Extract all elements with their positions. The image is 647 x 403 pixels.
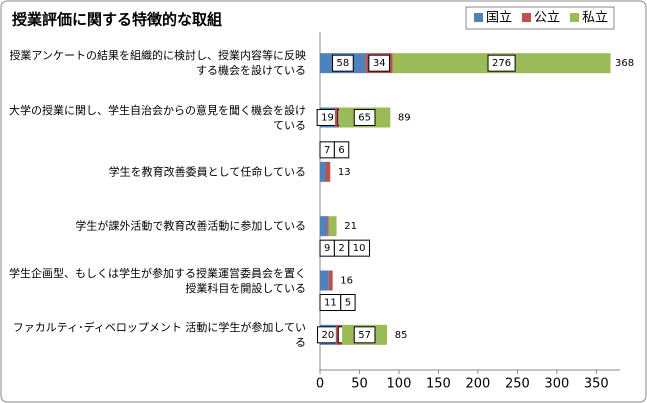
data-label: 58: [337, 58, 350, 69]
legend-swatch: [474, 13, 483, 22]
data-label: 34: [373, 58, 386, 69]
data-label-box: [368, 54, 391, 72]
data-label: 6: [338, 145, 344, 156]
bar-segment: [320, 270, 329, 291]
data-label: 2: [338, 243, 344, 254]
y-tick-label: 大学の授業に関し、学生自治会からの意見を聞く機会を設けている: [9, 103, 306, 132]
data-label: 65: [358, 113, 371, 124]
data-label-box: [333, 141, 350, 159]
data-label: 57: [358, 330, 371, 341]
total-label: 85: [395, 330, 408, 341]
bar-segment: [328, 270, 333, 291]
data-label: 276: [492, 58, 511, 69]
bar-segment: [328, 216, 337, 237]
data-label-box: [340, 294, 356, 311]
data-label-box: [332, 54, 354, 72]
y-tick-label: 学生を教育改善委員として任命している: [108, 165, 306, 179]
total-label: 89: [398, 113, 411, 124]
data-label: 10: [353, 243, 366, 254]
legend-label: 国立: [486, 11, 512, 26]
bar-segment: [327, 216, 329, 237]
data-label: 19: [321, 113, 334, 124]
data-label-box: [353, 109, 376, 126]
data-label-box: [487, 54, 516, 72]
data-label-box: [353, 326, 376, 344]
x-tick-label: 100: [387, 377, 412, 392]
x-tick-label: 150: [426, 377, 451, 392]
data-label: 7: [324, 145, 330, 156]
y-tick-label: 学生企画型、もしくは学生が参加する授業運営委員会を置く授業科目を開設している: [9, 266, 306, 295]
x-tick-label: 350: [584, 377, 609, 392]
data-label: 9: [324, 243, 330, 254]
legend-swatch: [522, 13, 531, 22]
legend-swatch: [570, 13, 579, 22]
legend-label: 公立: [534, 11, 560, 26]
bar-segment: [325, 161, 331, 182]
y-tick-label: 学生が課外活動で教育改善活動に参加している: [75, 219, 306, 233]
total-label: 16: [340, 276, 353, 287]
bar-segment: [335, 107, 339, 128]
x-tick-label: 250: [505, 377, 530, 392]
total-label: 368: [615, 58, 634, 69]
x-tick-label: 200: [465, 377, 490, 392]
data-label: 5: [345, 298, 351, 309]
data-label-box: [348, 239, 370, 257]
x-tick-label: 300: [544, 377, 569, 392]
chart-title: 授業評価に関する特徴的な取組: [12, 11, 222, 29]
total-label: 13: [338, 167, 351, 178]
total-label: 21: [344, 221, 357, 232]
data-label: 20: [322, 330, 335, 341]
bar-segment: [320, 161, 326, 182]
legend-label: 私立: [582, 11, 608, 26]
y-tick-label: 授業アンケートの結果を組織的に検討し、授業内容等に反映する機会を設けている: [9, 49, 306, 78]
x-tick-label: 0: [316, 377, 324, 392]
data-label: 11: [324, 298, 337, 309]
y-tick-label: ファカルティ･ディベロップメント 活動に学生が参加している: [12, 320, 306, 349]
bar-segment: [320, 216, 328, 237]
x-tick-label: 50: [351, 377, 368, 392]
legend-box: [465, 6, 615, 30]
